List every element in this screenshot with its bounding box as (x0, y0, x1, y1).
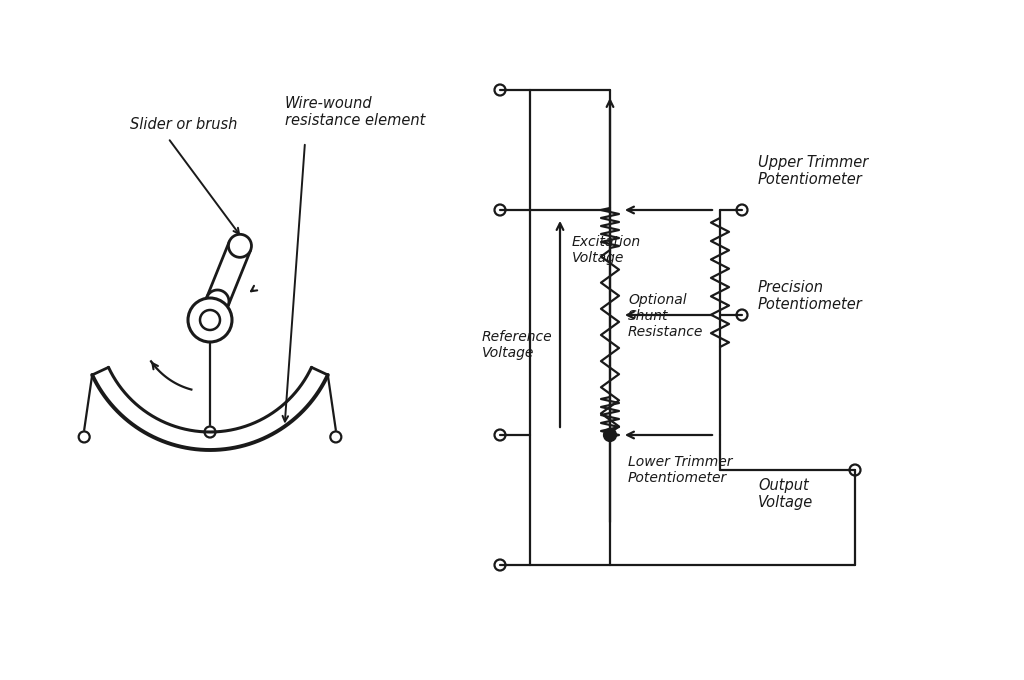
Text: Precision
Potentiometer: Precision Potentiometer (758, 280, 863, 312)
Text: Lower Trimmer
Potentiometer: Lower Trimmer Potentiometer (628, 455, 732, 486)
Text: Slider or brush: Slider or brush (130, 117, 238, 132)
Text: Reference
Voltage: Reference Voltage (482, 330, 553, 360)
Text: Optional
Shunt
Resistance: Optional Shunt Resistance (628, 293, 703, 339)
Circle shape (228, 235, 252, 257)
Text: Excitation
Voltage: Excitation Voltage (572, 235, 641, 265)
Text: Wire-wound
resistance element: Wire-wound resistance element (285, 96, 425, 128)
Text: Output
Voltage: Output Voltage (758, 478, 813, 511)
Text: Upper Trimmer
Potentiometer: Upper Trimmer Potentiometer (758, 155, 868, 188)
Circle shape (604, 429, 616, 441)
